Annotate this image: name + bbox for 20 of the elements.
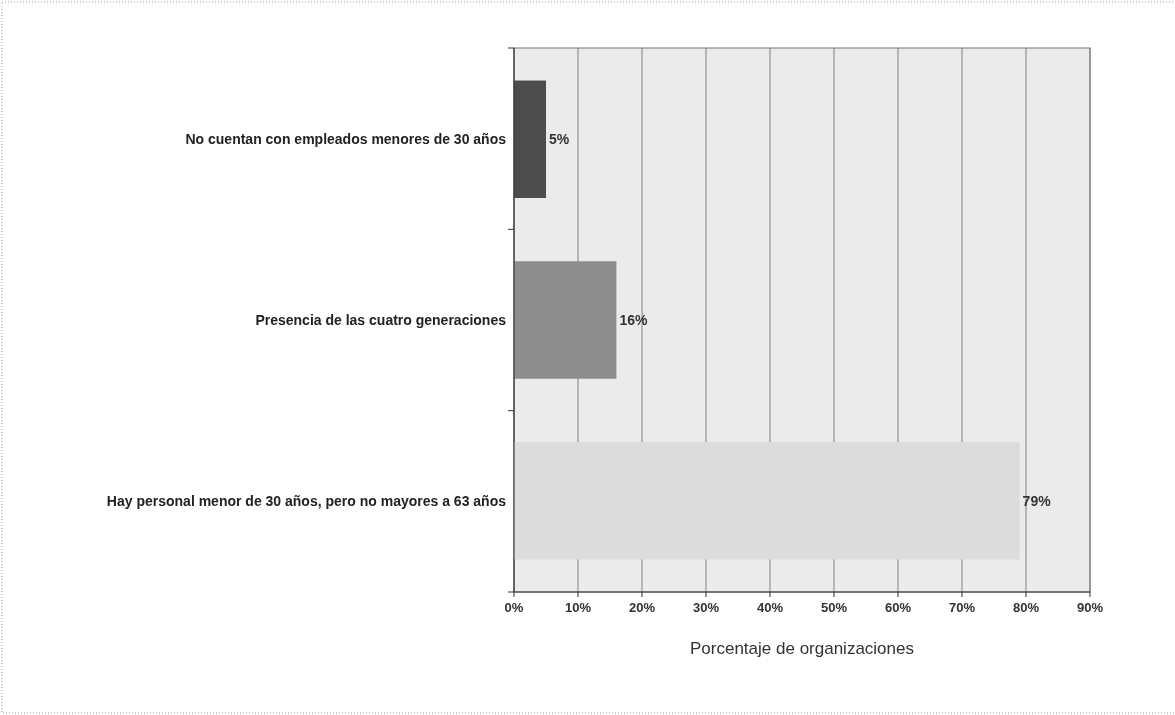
- y-tick-label: Hay personal menor de 30 años, pero no mayores a 63 años: [106, 492, 507, 509]
- y-tick-label: No cuentan con empleados menores de 30 años: [185, 131, 507, 148]
- data-label: 5%: [549, 131, 570, 148]
- x-tick-label: 60%: [884, 600, 912, 615]
- bar: [514, 441, 1020, 560]
- x-tick-label: 40%: [756, 600, 784, 615]
- x-tick-label: 70%: [948, 600, 976, 615]
- x-tick-label: 0%: [504, 600, 524, 615]
- bar: [514, 261, 617, 379]
- x-tick-label: 10%: [564, 600, 592, 615]
- x-tick-label: 80%: [1012, 600, 1040, 615]
- data-label: 79%: [1022, 492, 1052, 509]
- y-tick-label: Presencia de las cuatro generaciones: [255, 311, 507, 328]
- x-tick-label: 50%: [820, 600, 848, 615]
- x-axis-title: Porcentaje de organizaciones: [690, 639, 914, 658]
- x-tick-label: 30%: [692, 600, 720, 615]
- x-tick-label: 90%: [1076, 600, 1104, 615]
- x-tick-label: 20%: [628, 600, 656, 615]
- bar: [514, 80, 546, 199]
- data-label: 16%: [619, 311, 648, 328]
